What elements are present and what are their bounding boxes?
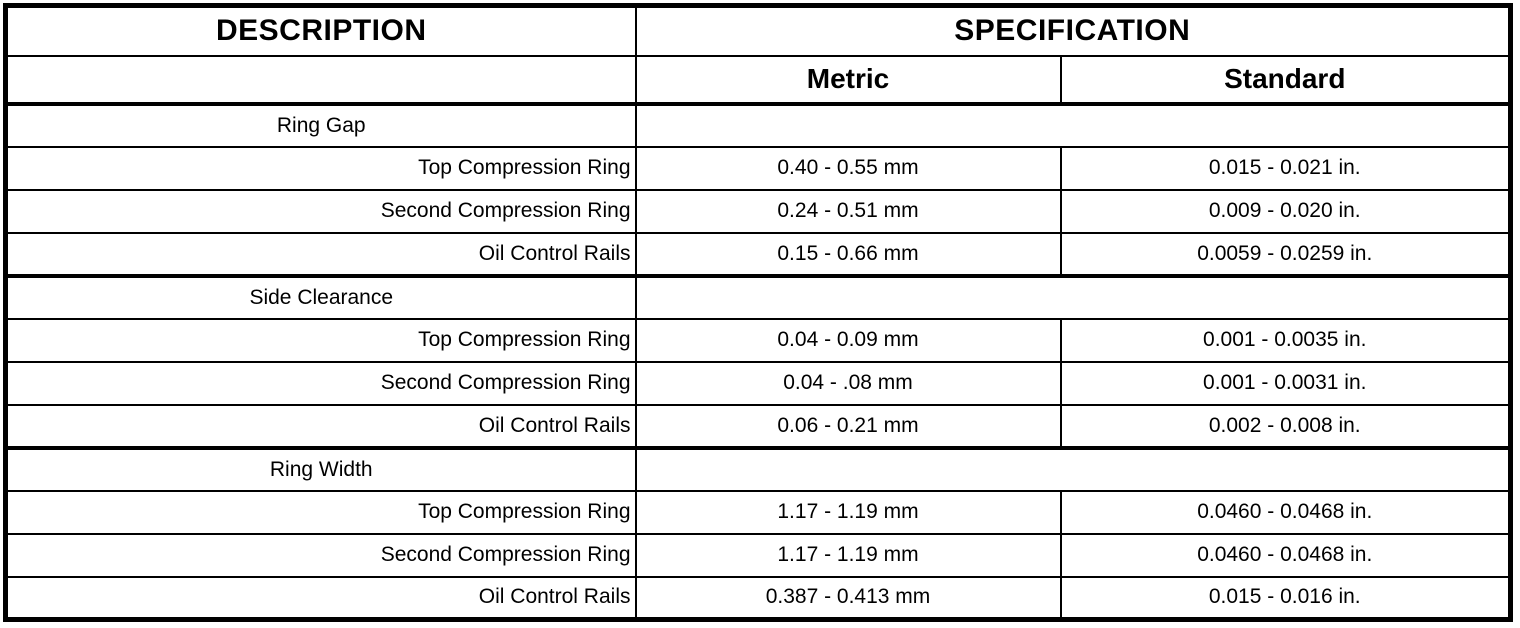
spec-data-row: Second Compression Ring 1.17 - 1.19 mm 0… [4, 532, 1512, 578]
spec-table-body: Ring Gap Top Compression Ring 0.40 - 0.5… [4, 101, 1512, 621]
metric-value: 0.24 - 0.51 mm [634, 188, 1062, 234]
table-header-row-units: Metric Standard [4, 54, 1512, 105]
table-header-row-main: DESCRIPTION SPECIFICATION [4, 4, 1512, 57]
standard-value: 0.009 - 0.020 in. [1059, 188, 1512, 234]
section-spec-spacer [634, 273, 1512, 320]
section-header-row: Ring Gap [4, 101, 1512, 148]
metric-value: 0.387 - 0.413 mm [634, 575, 1062, 621]
spec-item-label: Second Compression Ring [4, 532, 637, 578]
metric-value: 1.17 - 1.19 mm [634, 532, 1062, 578]
standard-value: 0.001 - 0.0035 in. [1059, 317, 1512, 363]
spec-item-label: Top Compression Ring [4, 317, 637, 363]
spec-data-row: Oil Control Rails 0.15 - 0.66 mm 0.0059 … [4, 231, 1512, 277]
standard-column-header: Standard [1059, 54, 1512, 105]
section-name: Ring Gap [4, 101, 637, 148]
standard-value: 0.0460 - 0.0468 in. [1059, 489, 1512, 535]
metric-value: 0.06 - 0.21 mm [634, 403, 1062, 449]
piston-ring-spec-table: DESCRIPTION SPECIFICATION Metric Standar… [3, 3, 1514, 622]
spec-data-row: Oil Control Rails 0.06 - 0.21 mm 0.002 -… [4, 403, 1512, 449]
specification-column-header: SPECIFICATION [634, 4, 1512, 57]
standard-value: 0.0059 - 0.0259 in. [1059, 231, 1512, 277]
description-header-spacer [4, 54, 637, 105]
standard-value: 0.001 - 0.0031 in. [1059, 360, 1512, 406]
spec-data-row: Second Compression Ring 0.24 - 0.51 mm 0… [4, 188, 1512, 234]
spec-item-label: Second Compression Ring [4, 188, 637, 234]
section-spec-spacer [634, 101, 1512, 148]
section-header-row: Ring Width [4, 445, 1512, 492]
spec-data-row: Second Compression Ring 0.04 - .08 mm 0.… [4, 360, 1512, 406]
section-spec-spacer [634, 445, 1512, 492]
metric-value: 1.17 - 1.19 mm [634, 489, 1062, 535]
spec-item-label: Top Compression Ring [4, 145, 637, 191]
spec-data-row: Top Compression Ring 1.17 - 1.19 mm 0.04… [4, 489, 1512, 535]
spec-item-label: Oil Control Rails [4, 403, 637, 449]
spec-item-label: Oil Control Rails [4, 231, 637, 277]
description-column-header: DESCRIPTION [4, 4, 637, 57]
standard-value: 0.015 - 0.021 in. [1059, 145, 1512, 191]
section-name: Side Clearance [4, 273, 637, 320]
standard-value: 0.0460 - 0.0468 in. [1059, 532, 1512, 578]
spec-item-label: Top Compression Ring [4, 489, 637, 535]
spec-item-label: Second Compression Ring [4, 360, 637, 406]
metric-column-header: Metric [634, 54, 1062, 105]
metric-value: 0.40 - 0.55 mm [634, 145, 1062, 191]
section-header-row: Side Clearance [4, 273, 1512, 320]
spec-item-label: Oil Control Rails [4, 575, 637, 621]
metric-value: 0.04 - 0.09 mm [634, 317, 1062, 363]
spec-data-row: Top Compression Ring 0.04 - 0.09 mm 0.00… [4, 317, 1512, 363]
spec-data-row: Oil Control Rails 0.387 - 0.413 mm 0.015… [4, 575, 1512, 621]
standard-value: 0.015 - 0.016 in. [1059, 575, 1512, 621]
spec-data-row: Top Compression Ring 0.40 - 0.55 mm 0.01… [4, 145, 1512, 191]
metric-value: 0.04 - .08 mm [634, 360, 1062, 406]
section-name: Ring Width [4, 445, 637, 492]
metric-value: 0.15 - 0.66 mm [634, 231, 1062, 277]
standard-value: 0.002 - 0.008 in. [1059, 403, 1512, 449]
